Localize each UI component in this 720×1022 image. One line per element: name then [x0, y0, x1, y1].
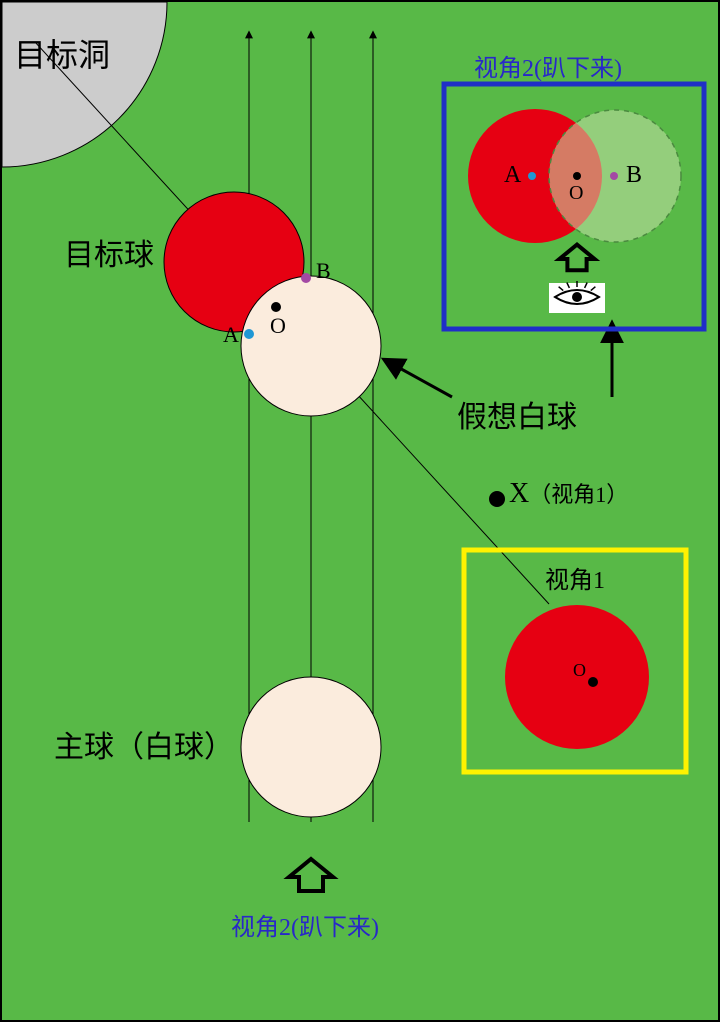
pocket-label: 目标洞 [14, 30, 110, 76]
ghost-ball [241, 276, 381, 416]
point-o-label: O [270, 313, 286, 339]
ghost-ball-arrow [385, 360, 452, 397]
view1-o-label: O [573, 660, 586, 681]
view2-b-label: B [626, 162, 642, 189]
view2-a-label: A [504, 162, 521, 189]
up-arrow-icon [559, 245, 594, 271]
point-a-label: A [223, 322, 239, 348]
view2-point-o [573, 172, 581, 180]
up-arrow-icon [289, 859, 333, 891]
eye-pupil [572, 292, 582, 302]
point-a [244, 329, 254, 339]
point-o [271, 302, 281, 312]
cue-ball-label: 主球（白球） [54, 722, 234, 766]
point-x-label: X（视角1） [509, 477, 628, 510]
view2-point-a [528, 172, 536, 180]
ghost-ball-label: 假想白球 [457, 392, 577, 436]
cue-ball [241, 677, 381, 817]
view1-point-o [588, 677, 598, 687]
point-b-label: B [316, 258, 331, 284]
target-ball-label: 目标球 [64, 230, 154, 274]
view2-title: 视角2(趴下来) [474, 48, 622, 83]
bottom-view2-label: 视角2(趴下来) [231, 907, 379, 942]
pocket [2, 2, 167, 167]
view1-title: 视角1 [545, 560, 605, 595]
view2-o-label: O [569, 182, 583, 205]
view2-point-b [610, 172, 618, 180]
point-b [301, 273, 311, 283]
point-x [489, 491, 505, 507]
